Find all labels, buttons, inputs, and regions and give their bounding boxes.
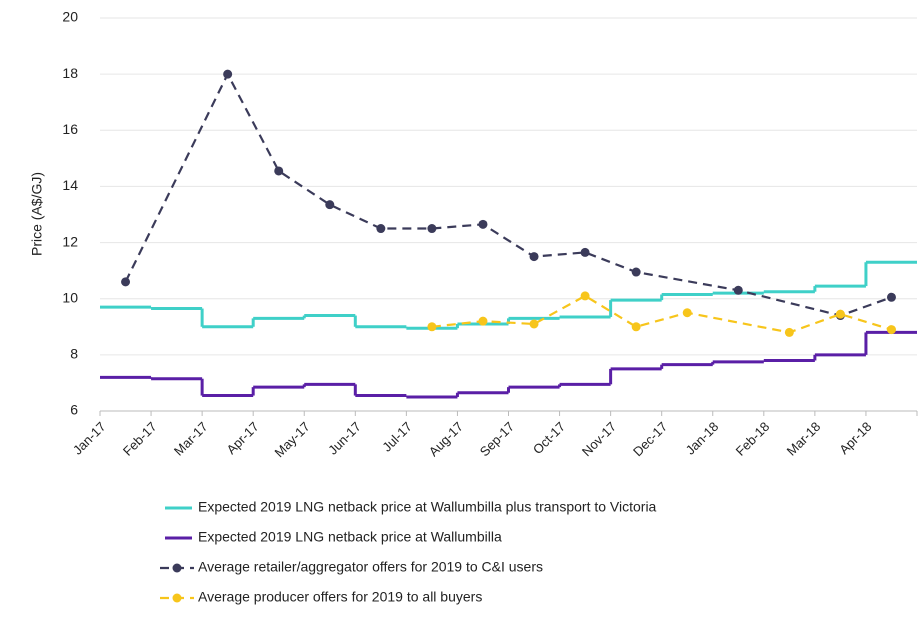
data-point [478, 316, 488, 326]
legend-label: Expected 2019 LNG netback price at Wallu… [198, 529, 502, 545]
data-point [478, 219, 488, 229]
legend-label: Average producer offers for 2019 to all … [198, 589, 482, 605]
x-tick-label: Jul-17 [379, 419, 415, 455]
y-tick-label: 16 [62, 121, 78, 137]
data-point [223, 69, 233, 79]
legend-swatch [172, 593, 182, 603]
x-tick-label: Dec-17 [630, 419, 670, 459]
data-point [886, 325, 896, 335]
legend-label: Average retailer/aggregator offers for 2… [198, 559, 543, 575]
data-point [733, 285, 743, 295]
x-tick-label: Apr-17 [224, 419, 262, 457]
legend-swatch [172, 563, 182, 573]
y-tick-label: 14 [62, 177, 78, 193]
data-point [580, 291, 590, 301]
data-point [121, 277, 131, 287]
x-tick-label: Apr-18 [836, 419, 874, 457]
legend-label: Expected 2019 LNG netback price at Wallu… [198, 499, 657, 515]
y-tick-label: 18 [62, 65, 78, 81]
series-line [431, 294, 892, 334]
y-tick-label: 20 [62, 9, 78, 25]
y-tick-label: 12 [62, 233, 78, 249]
y-tick-label: 6 [70, 402, 78, 418]
data-point [835, 309, 845, 319]
data-point [682, 308, 692, 318]
x-tick-label: Jun-17 [325, 419, 364, 458]
data-point [325, 200, 335, 210]
x-tick-label: Jan-18 [683, 419, 722, 458]
data-point [631, 267, 641, 277]
x-tick-label: Feb-18 [733, 419, 773, 459]
x-tick-label: Oct-17 [530, 419, 568, 457]
data-point [427, 322, 437, 332]
x-tick-label: Nov-17 [579, 419, 619, 459]
data-point [784, 327, 794, 337]
data-point [376, 224, 386, 234]
series-line [124, 71, 892, 317]
data-point [427, 224, 437, 234]
x-tick-label: Jan-17 [70, 419, 109, 458]
x-tick-label: Mar-18 [784, 419, 824, 459]
x-tick-label: Aug-17 [426, 419, 466, 459]
x-tick-label: Feb-17 [120, 419, 160, 459]
data-point [580, 247, 590, 257]
data-point [529, 319, 539, 329]
y-tick-label: 10 [62, 289, 78, 305]
data-point [274, 166, 284, 176]
x-tick-label: Mar-17 [171, 419, 211, 459]
data-point [529, 252, 539, 262]
data-point [886, 292, 896, 302]
x-tick-label: Sep-17 [477, 419, 517, 459]
x-tick-label: May-17 [272, 419, 313, 460]
data-point [631, 322, 641, 332]
y-tick-label: 8 [70, 346, 78, 362]
y-axis-label: Price (A$/GJ) [29, 172, 45, 256]
